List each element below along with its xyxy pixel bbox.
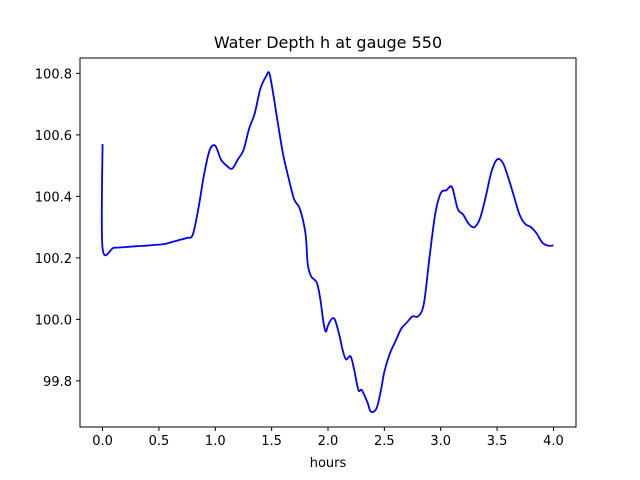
y-tick-label: 100.8 xyxy=(35,67,72,82)
x-tick-label: 0.5 xyxy=(149,434,170,449)
x-tick-label: 1.5 xyxy=(261,434,282,449)
x-axis-label: hours xyxy=(310,456,347,471)
y-tick-label: 99.8 xyxy=(43,375,72,390)
y-tick-label: 100.0 xyxy=(35,313,72,328)
x-tick-label: 2.0 xyxy=(318,434,339,449)
x-tick-label: 3.0 xyxy=(430,434,451,449)
x-tick-label: 4.0 xyxy=(543,434,564,449)
x-tick-label: 1.0 xyxy=(205,434,226,449)
y-axis-ticks: 99.8 100.0 100.2 100.4 100.6 100.8 xyxy=(35,67,80,390)
chart-title: Water Depth h at gauge 550 xyxy=(214,33,442,52)
x-tick-label: 3.5 xyxy=(487,434,508,449)
y-tick-label: 100.2 xyxy=(35,252,72,267)
x-axis-ticks: 0.0 0.5 1.0 1.5 2.0 2.5 3.0 3.5 4.0 xyxy=(92,427,564,449)
y-tick-label: 100.6 xyxy=(35,129,72,144)
x-tick-label: 2.5 xyxy=(374,434,395,449)
series-layer xyxy=(100,71,554,413)
x-tick-label: 0.0 xyxy=(92,434,113,449)
y-tick-label: 100.4 xyxy=(35,190,72,205)
plot-area-frame xyxy=(79,57,577,428)
series-line xyxy=(100,71,554,413)
